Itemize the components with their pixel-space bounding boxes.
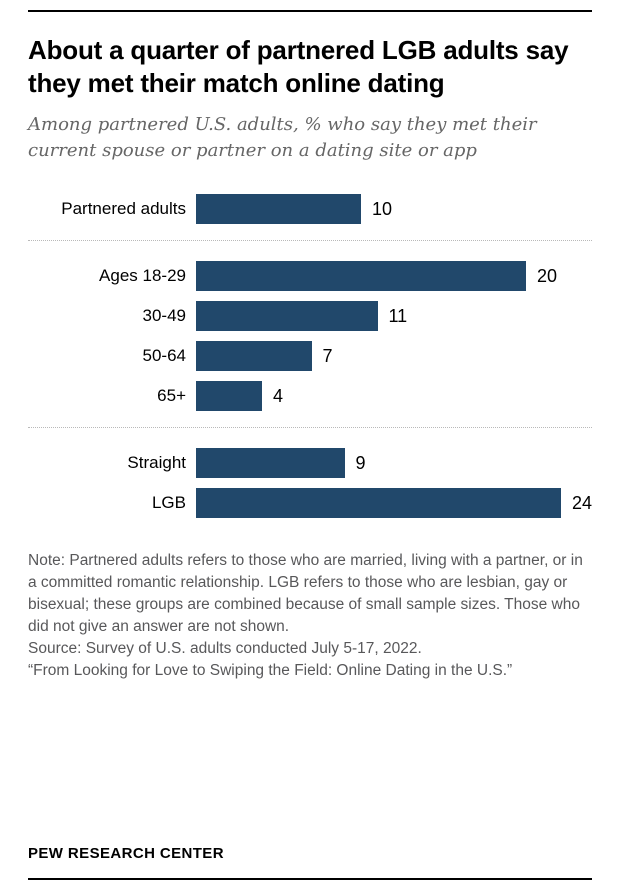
bar-row: Straight 9 (28, 448, 592, 479)
bar (196, 341, 312, 372)
bar-label: Partnered adults (61, 199, 186, 219)
bottom-rule (28, 878, 592, 880)
bar-row: 50-64 7 (28, 341, 592, 372)
bar-value: 4 (272, 385, 283, 406)
bar-value: 11 (388, 305, 408, 326)
bar (196, 261, 526, 292)
bar-chart: Partnered adults 10 Ages 18-29 20 30-49 (28, 190, 592, 524)
chart-title: About a quarter of partnered LGB adults … (28, 35, 569, 99)
bar-label: LGB (151, 493, 186, 513)
bar-value: 7 (322, 345, 333, 366)
top-rule (28, 10, 592, 12)
group-divider (28, 427, 592, 429)
bar-group-overall: Partnered adults 10 (28, 190, 592, 230)
report-title-text: “From Looking for Love to Swiping the Fi… (28, 662, 513, 680)
pew-research-center-wordmark: PEW RESEARCH CENTER (28, 845, 224, 862)
bar-group-orientation: Straight 9 LGB 24 (28, 444, 592, 524)
bar-row: Ages 18-29 20 (28, 261, 592, 292)
bar-value: 24 (571, 492, 592, 513)
bar-value: 10 (372, 198, 393, 219)
bar-track: 9 (196, 448, 592, 479)
bar-track: 7 (196, 341, 592, 372)
bar-row: 30-49 11 (28, 301, 592, 332)
bar-value: 20 (537, 265, 558, 286)
bar-track: 20 (196, 261, 592, 292)
bar (196, 301, 378, 332)
bar-track: 10 (196, 194, 592, 225)
bar-value: 9 (355, 452, 366, 473)
notes-block: Note: Partnered adults refers to those w… (28, 550, 592, 682)
bar-row: 65+ 4 (28, 381, 592, 412)
bar-track: 11 (196, 301, 592, 332)
bar (196, 381, 262, 412)
source-text: Source: Survey of U.S. adults conducted … (28, 640, 422, 658)
bar (196, 448, 345, 479)
bar-track: 4 (196, 381, 592, 412)
bar-row: Partnered adults 10 (28, 194, 592, 225)
bar (196, 488, 561, 519)
group-divider (28, 240, 592, 242)
bar-group-age: Ages 18-29 20 30-49 11 50-64 7 (28, 257, 592, 417)
bar-label: 65+ (157, 386, 186, 406)
bar-row: LGB 24 (28, 488, 592, 519)
bar-label: 30-49 (142, 306, 186, 326)
note-text: Note: Partnered adults refers to those w… (28, 552, 583, 636)
chart-subtitle: Among partnered U.S. adults, % who say t… (28, 114, 537, 162)
bar-label: 50-64 (142, 346, 186, 366)
bar-label: Straight (127, 453, 186, 473)
bar (196, 194, 361, 225)
bar-label: Ages 18-29 (99, 266, 186, 286)
bar-track: 24 (196, 488, 592, 519)
